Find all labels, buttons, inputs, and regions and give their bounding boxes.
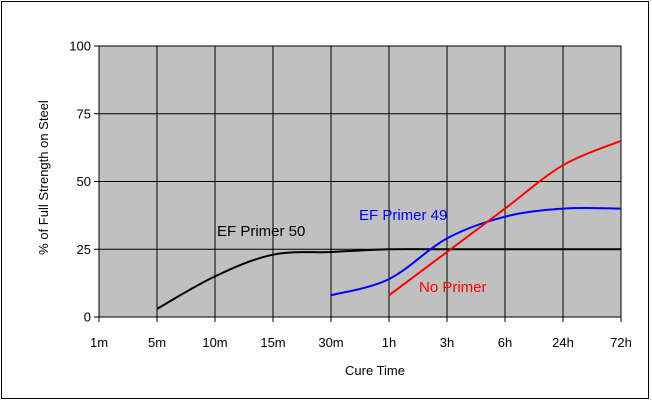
y-tick-label: 0 — [84, 310, 91, 325]
y-tick-label: 25 — [77, 242, 91, 257]
y-tick-label: 75 — [77, 106, 91, 121]
x-tick-label: 72h — [610, 335, 632, 350]
x-axis-title: Cure Time — [345, 363, 405, 378]
series-label-ef-primer-50: EF Primer 50 — [217, 223, 305, 240]
y-axis-title: % of Full Strength on Steel — [36, 100, 51, 255]
series-label-ef-primer-49: EF Primer 49 — [359, 207, 447, 224]
x-tick-label: 15m — [260, 335, 285, 350]
series-line-ef-primer-50 — [156, 248, 621, 310]
x-tick-label: 10m — [202, 335, 227, 350]
x-tick-label: 5m — [148, 335, 166, 350]
x-tick-label: 6h — [498, 335, 512, 350]
x-tick-label: 1h — [382, 335, 396, 350]
x-tick-label: 3h — [440, 335, 454, 350]
series-line-no-primer — [388, 139, 622, 297]
y-tick-label: 50 — [77, 174, 91, 189]
x-tick-label: 24h — [552, 335, 574, 350]
x-tick-label: 30m — [318, 335, 343, 350]
y-tick-label: 100 — [69, 39, 91, 54]
series-line-ef-primer-49 — [330, 206, 622, 297]
x-tick-label: 1m — [90, 335, 108, 350]
series-label-no-primer: No Primer — [419, 279, 487, 296]
